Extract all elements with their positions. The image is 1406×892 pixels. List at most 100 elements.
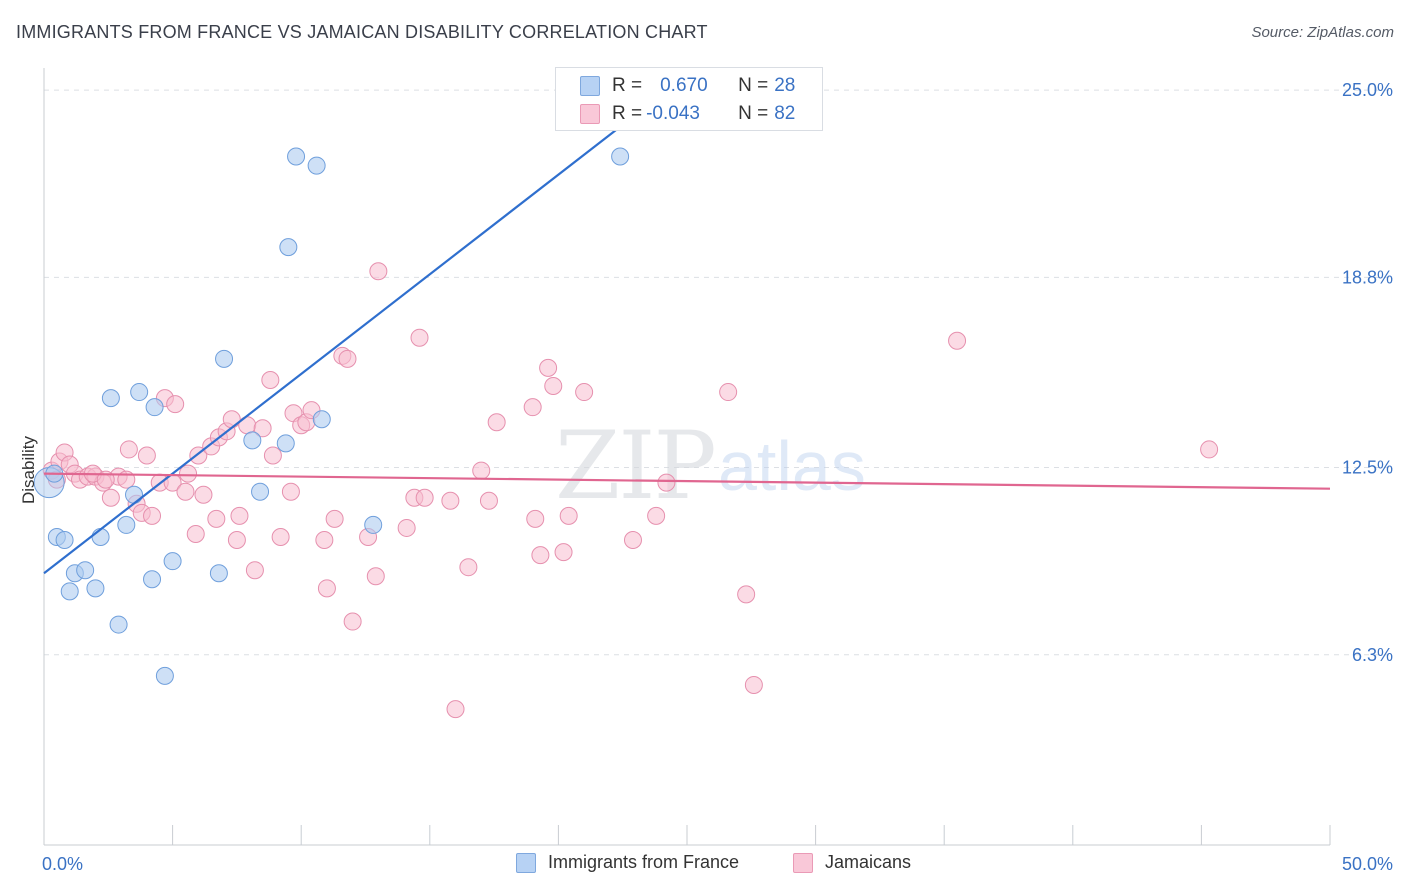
point-france: [155, 666, 174, 685]
bottom-legend-label-jamaica: Jamaicans: [825, 852, 912, 872]
source-label: Source: ZipAtlas.com: [1251, 24, 1394, 41]
legend-swatch-jamaica: [580, 104, 600, 124]
legend-r-label: R =: [612, 103, 643, 124]
point-jamaica: [281, 482, 300, 501]
point-france: [109, 615, 128, 634]
point-france: [91, 528, 110, 546]
axes: [43, 68, 1331, 846]
point-jamaica: [137, 446, 156, 465]
point-jamaica: [186, 524, 205, 543]
legend-r-label: R =: [612, 75, 643, 96]
series-jamaicans: [42, 262, 1219, 719]
point-jamaica: [166, 395, 185, 414]
point-france: [55, 531, 74, 550]
point-jamaica: [446, 700, 465, 719]
watermark-zip: ZIP: [555, 412, 715, 521]
point-france: [117, 515, 136, 534]
point-france: [364, 515, 383, 534]
point-france: [251, 482, 270, 501]
point-france: [307, 156, 326, 175]
chart-title: IMMIGRANTS FROM FRANCE VS JAMAICAN DISAB…: [16, 22, 708, 42]
point-jamaica: [719, 383, 738, 402]
point-jamaica: [544, 377, 563, 396]
legend-row-france: R = 0.670 N = 28: [580, 73, 795, 99]
point-jamaica: [415, 488, 434, 507]
point-france: [279, 238, 298, 257]
point-jamaica: [222, 410, 241, 429]
bottom-legend-label-france: Immigrants from France: [548, 852, 740, 872]
point-jamaica: [230, 506, 249, 525]
point-france: [163, 552, 182, 571]
point-jamaica: [559, 506, 578, 525]
point-france: [145, 398, 164, 417]
point-jamaica: [459, 558, 478, 577]
legend-row-jamaica: R = -0.043 N = 82: [580, 101, 795, 127]
point-jamaica: [338, 349, 357, 368]
point-jamaica: [397, 518, 416, 537]
legend-n-label: N =: [738, 103, 769, 124]
point-france: [125, 485, 144, 504]
point-jamaica: [227, 531, 246, 550]
point-jamaica: [317, 579, 336, 598]
point-jamaica: [101, 488, 120, 507]
point-jamaica: [539, 358, 558, 377]
legend-n-value-france: 28: [774, 75, 796, 96]
point-jamaica: [744, 675, 763, 694]
point-jamaica: [207, 509, 226, 528]
bottom-legend-jamaica: Jamaicans: [793, 852, 911, 873]
point-jamaica: [526, 509, 545, 528]
point-jamaica: [176, 482, 195, 501]
y-axis-label: Disability: [19, 435, 38, 504]
point-france: [86, 579, 105, 598]
point-jamaica: [531, 546, 550, 565]
legend-n-label: N =: [738, 75, 769, 96]
point-france: [215, 349, 234, 368]
point-france: [276, 434, 295, 453]
point-jamaica: [343, 612, 362, 631]
point-france: [243, 431, 262, 450]
point-france: [101, 389, 120, 408]
point-france: [312, 410, 331, 429]
point-france: [287, 147, 306, 166]
point-france: [130, 383, 149, 402]
watermark-atlas: atlas: [718, 427, 866, 505]
point-jamaica: [263, 446, 282, 465]
point-jamaica: [472, 461, 491, 480]
point-jamaica: [119, 440, 138, 459]
y-tick-label: 12.5%: [1342, 458, 1393, 478]
point-france: [60, 582, 79, 601]
point-jamaica: [253, 419, 272, 438]
trend-line-france: [43, 74, 688, 575]
legend-r-value-france: 0.670: [660, 75, 708, 96]
x-tick-label: 50.0%: [1342, 854, 1393, 874]
point-jamaica: [179, 464, 198, 483]
legend-swatch-france: [580, 76, 600, 96]
bottom-swatch-jamaica: [793, 852, 813, 873]
point-jamaica: [647, 506, 666, 525]
point-jamaica: [657, 473, 676, 492]
point-jamaica: [623, 531, 642, 550]
legend-r-value-jamaica: -0.043: [646, 103, 700, 124]
point-france: [76, 561, 95, 580]
y-tick-label: 6.3%: [1352, 645, 1393, 665]
point-jamaica: [554, 543, 573, 562]
point-jamaica: [366, 567, 385, 586]
point-jamaica: [479, 491, 498, 510]
bottom-legend-france: Immigrants from France: [516, 852, 739, 873]
trend-line-jamaica: [43, 472, 1331, 490]
point-france: [611, 147, 630, 166]
point-jamaica: [271, 528, 290, 546]
y-tick-label: 25.0%: [1342, 80, 1393, 100]
point-france: [143, 570, 162, 589]
point-jamaica: [369, 262, 388, 281]
x-tick-label: 0.0%: [42, 854, 83, 874]
point-jamaica: [245, 561, 264, 580]
point-jamaica: [575, 383, 594, 402]
correlation-legend: R = 0.670 N = 28 R = -0.043 N = 82: [555, 67, 823, 131]
trend-lines: [43, 74, 1331, 575]
y-tick-label: 18.8%: [1342, 267, 1393, 287]
grid-lines: [44, 89, 1392, 656]
point-france: [209, 564, 228, 583]
tick-labels: 6.3% 12.5% 18.8% 25.0% 0.0% 50.0%: [42, 80, 1393, 874]
